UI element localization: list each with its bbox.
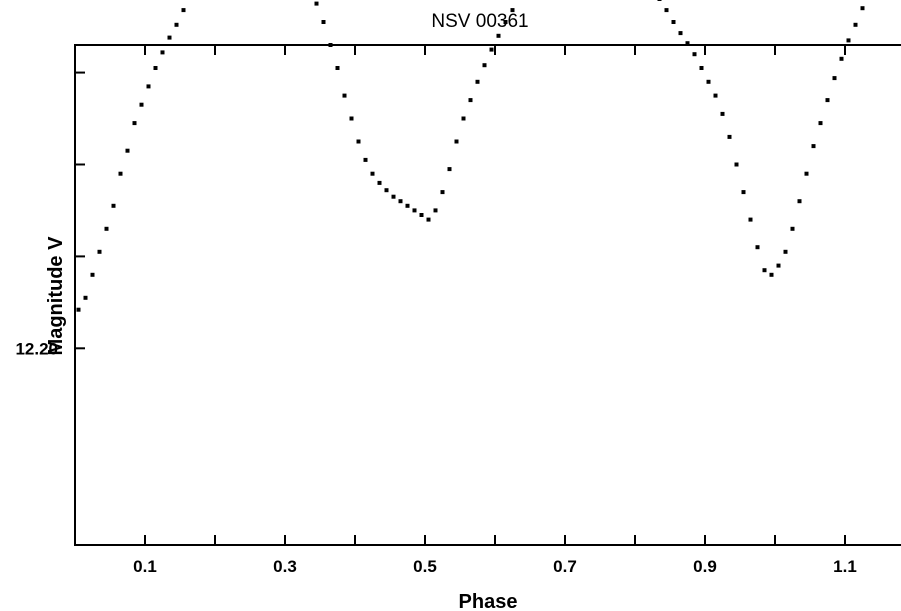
- data-point: [153, 66, 158, 70]
- data-point: [454, 139, 459, 144]
- data-point: [475, 79, 480, 84]
- data-point: [685, 41, 690, 46]
- data-point: [104, 226, 109, 231]
- data-point: [671, 20, 676, 24]
- data-point: [741, 190, 746, 195]
- y-axis-label: Magnitude V: [45, 236, 67, 356]
- x-tick-label: 0.3: [273, 557, 297, 576]
- data-point: [846, 38, 851, 43]
- data-point: [489, 47, 494, 52]
- data-point: [118, 171, 123, 176]
- axis-tick-labels: 0.10.30.50.70.91.111.7012.20: [15, 339, 857, 576]
- x-axis-label: Phase: [459, 591, 518, 611]
- data-point: [125, 148, 130, 153]
- data-point: [734, 162, 739, 167]
- data-point: [426, 217, 431, 222]
- x-tick-label: 0.1: [133, 557, 157, 576]
- x-tick-label: 0.9: [693, 557, 717, 576]
- data-point: [713, 93, 718, 98]
- data-point: [384, 188, 389, 193]
- data-point: [769, 272, 774, 277]
- x-tick-label: 0.5: [413, 557, 437, 576]
- data-point: [370, 171, 375, 176]
- data-point: [440, 190, 445, 195]
- x-tick-label: 0.7: [553, 557, 577, 576]
- data-point: [335, 66, 340, 70]
- data-point: [356, 139, 361, 144]
- data-point: [160, 50, 165, 55]
- data-point: [706, 79, 711, 84]
- data-point: [762, 268, 767, 273]
- data-point: [447, 167, 452, 172]
- data-point: [167, 35, 172, 40]
- data-point: [391, 194, 396, 199]
- data-point: [398, 199, 403, 204]
- data-point: [321, 20, 326, 24]
- data-point: [349, 116, 354, 121]
- data-point: [139, 102, 144, 107]
- data-point: [657, 0, 662, 1]
- data-point: [720, 111, 725, 116]
- data-point: [811, 144, 816, 149]
- data-point: [111, 203, 116, 208]
- data-point: [433, 208, 438, 213]
- data-point: [90, 272, 95, 277]
- data-point: [181, 8, 186, 13]
- data-point: [377, 180, 382, 185]
- data-point: [132, 121, 137, 126]
- data-point: [804, 171, 809, 176]
- data-point: [412, 208, 417, 213]
- data-point: [363, 157, 368, 162]
- data-point: [727, 134, 732, 139]
- data-point: [818, 121, 823, 126]
- data-point: [664, 8, 669, 13]
- data-point: [405, 203, 410, 208]
- data-point: [468, 98, 473, 103]
- chart-title: NSV 00361: [431, 11, 528, 32]
- data-point: [503, 20, 508, 24]
- data-point: [419, 213, 424, 217]
- data-point: [174, 22, 179, 27]
- y-tick-label: 12.20: [15, 339, 58, 358]
- data-point: [748, 217, 753, 222]
- axis-ticks: [75, 45, 846, 545]
- data-point: [496, 33, 501, 38]
- data-point: [860, 6, 865, 11]
- plot-area-frame: [74, 44, 901, 546]
- data-point: [146, 84, 151, 89]
- data-point: [783, 249, 788, 254]
- data-point: [97, 249, 102, 254]
- data-point: [461, 116, 466, 121]
- data-point: [839, 56, 844, 61]
- data-point: [482, 63, 487, 68]
- data-points: [76, 0, 865, 312]
- data-point: [692, 52, 697, 57]
- data-point: [755, 245, 760, 250]
- data-point: [797, 199, 802, 204]
- data-point: [853, 22, 858, 27]
- data-point: [83, 295, 88, 300]
- data-point: [678, 31, 683, 36]
- data-point: [776, 263, 781, 268]
- data-point: [825, 98, 830, 103]
- data-point: [328, 43, 333, 47]
- data-point: [510, 8, 515, 13]
- data-point: [76, 307, 81, 312]
- data-point: [314, 1, 319, 6]
- data-point: [342, 93, 347, 98]
- data-point: [699, 66, 704, 70]
- x-tick-label: 1.1: [833, 557, 857, 576]
- data-point: [832, 76, 837, 81]
- data-point: [790, 226, 795, 231]
